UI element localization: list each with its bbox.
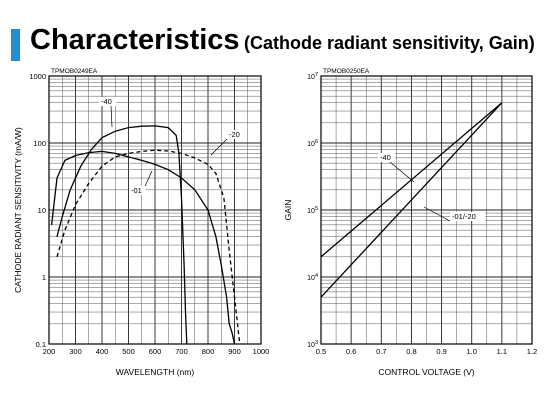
x-tick-label: 0.5 xyxy=(316,347,326,356)
x-tick-label: 0.9 xyxy=(436,347,446,356)
y-tick-label: 100 xyxy=(33,139,46,148)
x-tick-label: 500 xyxy=(122,347,135,356)
series-label: -40 xyxy=(380,153,391,162)
x-tick-label: 0.8 xyxy=(406,347,416,356)
x-axis-label: WAVELENGTH (nm) xyxy=(116,367,195,377)
series-leader-line xyxy=(423,206,451,222)
series-leader-line xyxy=(110,105,113,128)
series-label: -01/-20 xyxy=(452,212,476,221)
series-label: -20 xyxy=(229,130,240,139)
y-tick-label: 105 xyxy=(307,206,318,215)
x-tick-label: 600 xyxy=(149,347,162,356)
y-tick-label: 106 xyxy=(307,139,318,148)
x-tick-label: 1.1 xyxy=(497,347,507,356)
title-accent-bar xyxy=(11,29,20,61)
x-tick-label: 700 xyxy=(175,347,188,356)
x-tick-label: 1.2 xyxy=(527,347,537,356)
y-tick-label: 0.1 xyxy=(36,340,46,349)
series-label-bg xyxy=(450,212,486,221)
y-tick-label: 1 xyxy=(42,273,46,282)
series-label: -01 xyxy=(131,186,142,195)
figure-id: TPMOB0250EA xyxy=(323,68,370,75)
y-tick-label: 107 xyxy=(307,72,318,81)
y-axis-label: GAIN xyxy=(283,200,293,221)
series-leader-line xyxy=(389,161,415,183)
page-title: Characteristics (Cathode radiant sensiti… xyxy=(30,24,535,57)
series-label-bg xyxy=(378,153,395,162)
plot-frame xyxy=(48,75,262,345)
x-tick-label: 400 xyxy=(96,347,109,356)
series-line xyxy=(321,102,503,298)
series-label-bg xyxy=(227,130,244,139)
series-line xyxy=(56,149,241,344)
x-axis-label: CONTROL VOLTAGE (V) xyxy=(378,367,474,377)
y-tick-label: 1000 xyxy=(29,72,46,81)
series-label-bg xyxy=(99,97,116,106)
y-axis-label: CATHODE RADIANT SENSITIVITY (mA/W) xyxy=(13,127,23,293)
title-main: Characteristics xyxy=(30,24,240,56)
x-tick-label: 0.7 xyxy=(376,347,386,356)
y-tick-label: 103 xyxy=(307,340,318,349)
series-leader-line xyxy=(210,138,228,156)
x-tick-label: 1.0 xyxy=(466,347,476,356)
x-tick-label: 200 xyxy=(43,347,56,356)
x-tick-label: 0.6 xyxy=(346,347,356,356)
figure-id: TPMOB0249EA xyxy=(51,68,98,75)
y-tick-label: 104 xyxy=(307,273,318,282)
series-line xyxy=(56,125,188,344)
chart-right: TPMOB0250EA 0.5 0.6 0.7 0.8 0.9 1.0 1.1 1.2 103 10… xyxy=(283,68,537,377)
x-tick-label: 900 xyxy=(228,347,241,356)
title-subtitle: (Cathode radiant sensitivity, Gain) xyxy=(244,33,535,53)
series-label-bg xyxy=(129,186,146,195)
series-label: -40 xyxy=(101,97,112,106)
plot-frame xyxy=(320,75,533,345)
x-tick-label: 300 xyxy=(69,347,82,356)
y-tick-label: 10 xyxy=(38,206,46,215)
chart-left: TPMOB0249EA 200 300 400 500 600 700 800 900 1000 0… xyxy=(13,68,269,377)
x-tick-label: 800 xyxy=(202,347,215,356)
x-tick-label: 1000 xyxy=(253,347,270,356)
series-line xyxy=(50,150,236,344)
